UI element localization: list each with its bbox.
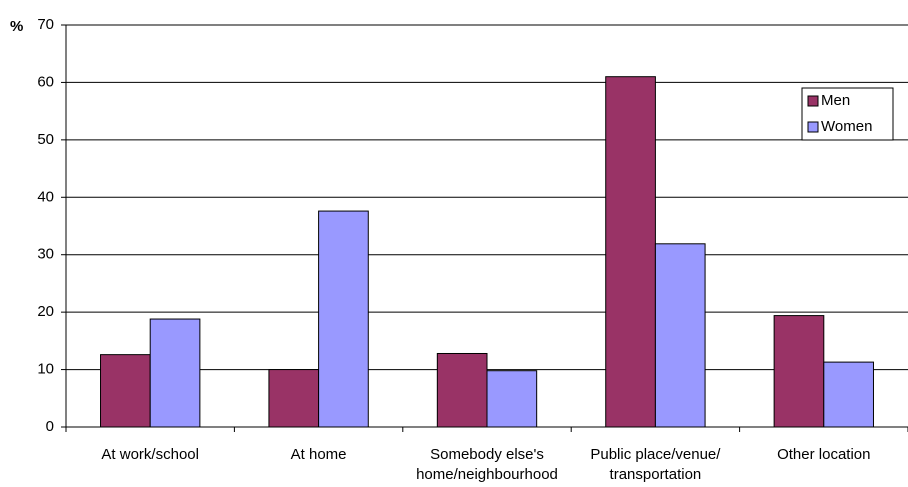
bar — [436, 352, 488, 428]
y-tick-label: 20 — [37, 303, 54, 320]
x-tick-label: Somebody else's — [430, 446, 544, 463]
bar — [605, 76, 656, 428]
x-tick-label: At work/school — [101, 446, 199, 463]
y-tick-label: 50 — [37, 131, 54, 148]
bar — [268, 369, 320, 428]
y-tick-label: 70 — [37, 16, 54, 33]
y-tick-label: 30 — [37, 246, 54, 263]
bar — [823, 361, 874, 428]
x-tick-label: At home — [291, 446, 347, 463]
x-tick-label: Other location — [777, 446, 870, 463]
y-tick-label: 0 — [46, 418, 54, 435]
y-axis-label: % — [10, 18, 23, 35]
legend-swatch — [807, 121, 819, 133]
bar — [654, 243, 706, 428]
y-tick-label: 40 — [37, 188, 54, 205]
legend-label: Men — [821, 92, 850, 109]
legend-swatch — [807, 95, 819, 107]
x-tick-label: home/neighbourhood — [416, 466, 558, 483]
y-tick-label: 10 — [37, 361, 54, 378]
y-tick-label: 60 — [37, 73, 54, 90]
x-tick-label: transportation — [610, 466, 702, 483]
bar — [149, 318, 201, 428]
legend-label: Women — [821, 118, 872, 135]
bar — [486, 370, 538, 428]
bar — [773, 315, 825, 428]
bar — [100, 354, 151, 428]
x-tick-label: Public place/venue/ — [590, 446, 721, 463]
bar — [318, 210, 369, 428]
